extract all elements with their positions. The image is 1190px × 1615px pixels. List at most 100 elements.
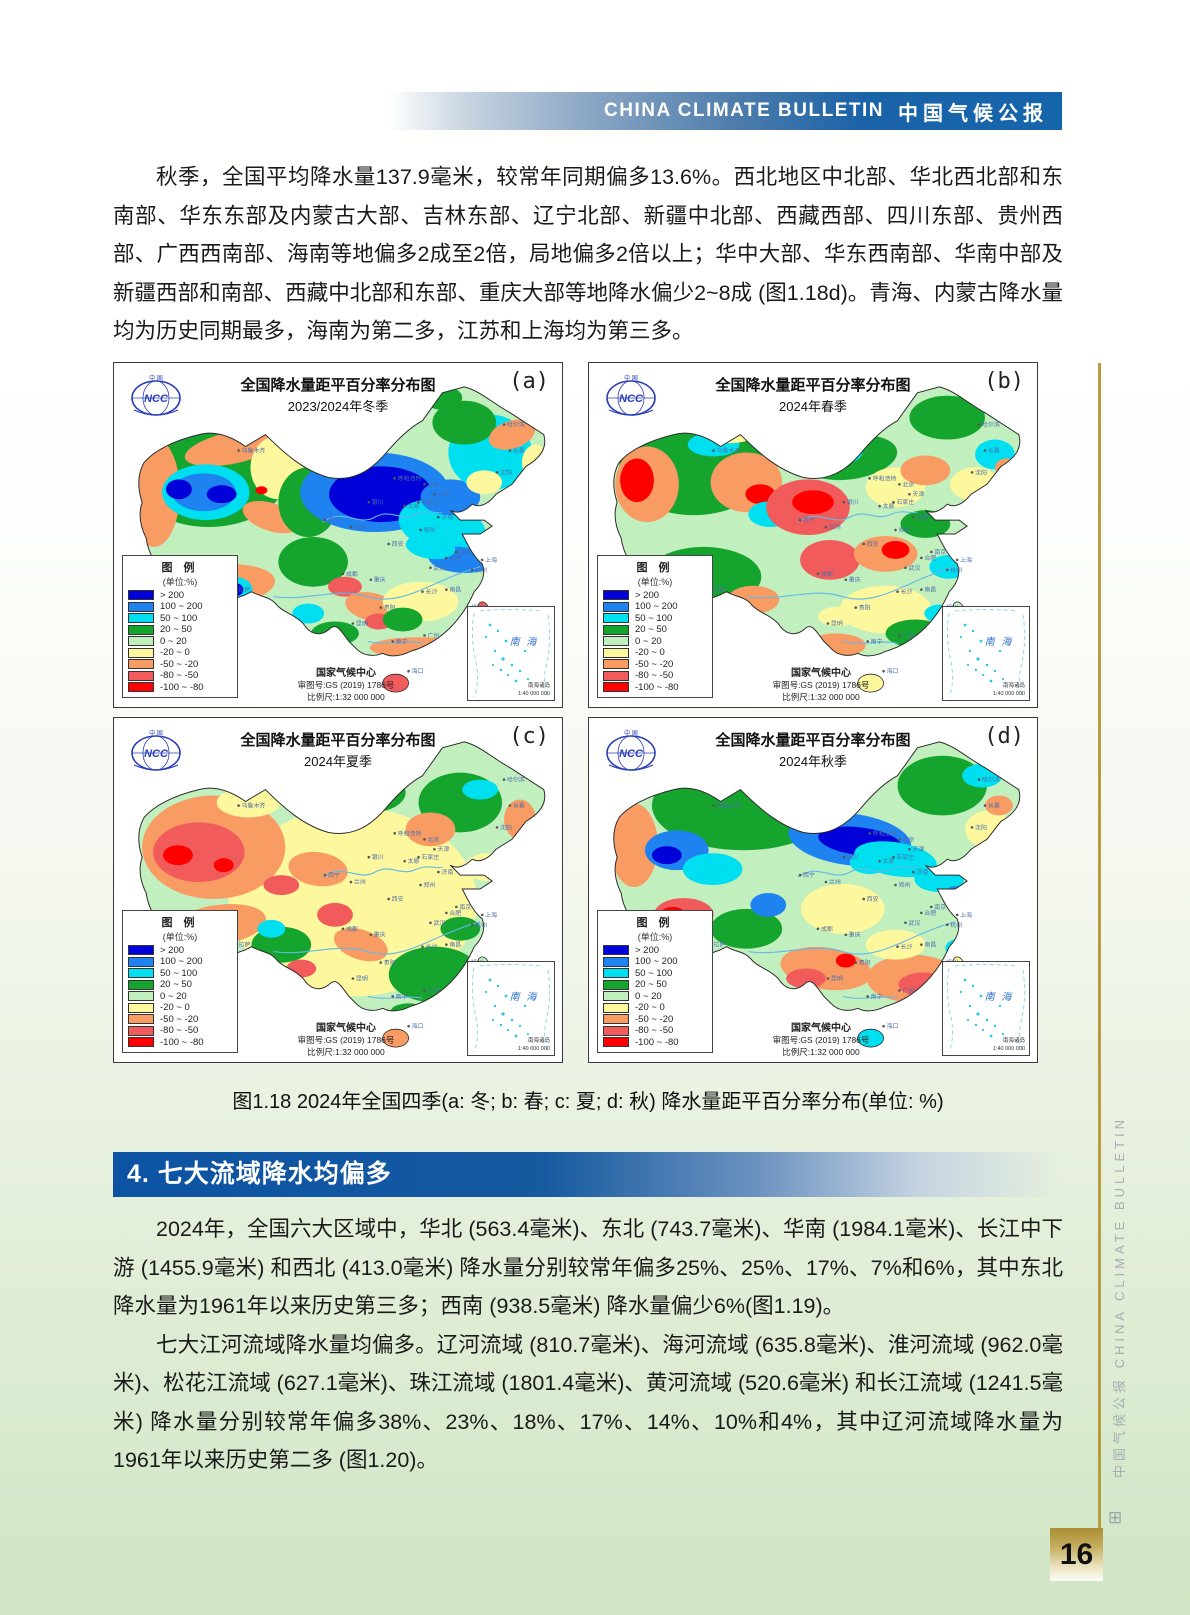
- legend-row: 0 ~ 20: [603, 636, 707, 648]
- legend-label: 0 ~ 20: [160, 990, 187, 1002]
- svg-text:长春: 长春: [988, 446, 1000, 454]
- legend-row: -80 ~ -50: [603, 670, 707, 682]
- legend-row: -20 ~ 0: [128, 647, 232, 659]
- legend-label: 100 ~ 200: [160, 956, 203, 968]
- legend-swatch: [603, 1025, 629, 1036]
- svg-text:南昌: 南昌: [924, 941, 936, 949]
- svg-text:海口: 海口: [412, 667, 424, 675]
- legend-row: 100 ~ 200: [603, 601, 707, 613]
- legend-swatch: [128, 624, 154, 635]
- legend-row: -100 ~ -80: [128, 1037, 232, 1049]
- svg-text:拉萨: 拉萨: [239, 586, 251, 594]
- svg-text:北京: 北京: [427, 480, 439, 488]
- svg-text:昆明: 昆明: [356, 620, 368, 627]
- ncc-logo-icon: 中 国 NCC: [131, 729, 181, 771]
- svg-text:太原: 太原: [883, 857, 895, 865]
- svg-text:1:40 000 000: 1:40 000 000: [993, 691, 1025, 697]
- svg-text:兰州: 兰州: [829, 523, 841, 531]
- legend-label: 20 ~ 50: [160, 624, 192, 636]
- legend-swatch: [128, 647, 154, 658]
- svg-text:西安: 西安: [392, 895, 404, 903]
- map-scale: 比例尺:1:32 000 000: [782, 692, 860, 702]
- legend-swatch: [128, 991, 154, 1002]
- svg-text:上海: 上海: [485, 556, 497, 564]
- legend-row: -20 ~ 0: [603, 647, 707, 659]
- legend-swatch: [603, 1037, 629, 1048]
- svg-text:北京: 北京: [427, 835, 439, 843]
- legend-swatch: [603, 613, 629, 624]
- figure-caption: 图1.18 2024年全国四季(a: 冬; b: 春; c: 夏; d: 秋) …: [232, 1091, 944, 1113]
- legend-row: > 200: [603, 590, 707, 602]
- legend-swatch: [128, 956, 154, 967]
- legend-swatch: [603, 1002, 629, 1013]
- legend-row: 0 ~ 20: [603, 991, 707, 1003]
- legend-label: 0 ~ 20: [635, 635, 662, 647]
- svg-text:贵阳: 贵阳: [384, 604, 396, 612]
- svg-text:乌鲁木齐: 乌鲁木齐: [717, 446, 741, 454]
- svg-text:贵阳: 贵阳: [859, 604, 871, 612]
- svg-text:沈阳: 沈阳: [500, 468, 512, 476]
- svg-text:NCC: NCC: [144, 393, 169, 405]
- svg-text:海口: 海口: [887, 1022, 899, 1030]
- map-legend: 图 例 (单位:%) > 200 100 ~ 200 50 ~ 100 20 ~ 50…: [597, 909, 713, 1053]
- south-china-sea-inset: 南 海 南海诸岛 1:40 000 000: [467, 606, 555, 701]
- legend-label: 50 ~ 100: [160, 967, 198, 979]
- svg-text:石家庄: 石家庄: [422, 853, 440, 861]
- legend-row: -100 ~ -80: [603, 682, 707, 694]
- svg-text:长沙: 长沙: [900, 588, 912, 596]
- legend-swatch: [128, 682, 154, 693]
- svg-text:成都: 成都: [821, 570, 833, 578]
- map-scale: 比例尺:1:32 000 000: [782, 1047, 860, 1057]
- map-approval-number: 审图号:GS (2019) 1786号: [297, 680, 395, 690]
- legend-label: 0 ~ 20: [635, 990, 662, 1002]
- svg-text:重庆: 重庆: [374, 576, 386, 584]
- svg-text:沈阳: 沈阳: [500, 823, 512, 831]
- map-legend: 图 例 (单位:%) > 200 100 ~ 200 50 ~ 100 20 ~ 50…: [122, 554, 238, 698]
- legend-swatch: [603, 682, 629, 693]
- legend-row: 20 ~ 50: [128, 979, 232, 991]
- legend-swatch: [603, 670, 629, 681]
- svg-text:南 海: 南 海: [985, 991, 1014, 1003]
- svg-text:昆明: 昆明: [831, 975, 843, 982]
- svg-text:重庆: 重庆: [849, 576, 861, 584]
- map-subtitle: 2023/2024年冬季: [287, 399, 389, 414]
- svg-text:济南: 济南: [441, 513, 453, 521]
- svg-text:南昌: 南昌: [449, 586, 461, 594]
- legend-unit: (单位:%): [637, 576, 673, 587]
- svg-text:西安: 西安: [867, 895, 879, 903]
- svg-text:南京: 南京: [934, 548, 946, 556]
- legend-unit: (单位:%): [162, 576, 198, 587]
- svg-text:南 海: 南 海: [510, 636, 539, 648]
- legend-swatch: [603, 956, 629, 967]
- svg-text:乌鲁木齐: 乌鲁木齐: [242, 801, 266, 809]
- svg-text:广州: 广州: [902, 631, 914, 639]
- svg-text:南京: 南京: [459, 903, 471, 911]
- map-panel-c: 乌鲁木齐 哈尔滨 长春 沈阳 北京 天津 呼和浩特 石家庄 太原 银川 济南 郑州 西安 兰州 西宁 成都 重庆…: [113, 717, 563, 1063]
- legend-label: -20 ~ 0: [635, 647, 665, 659]
- ncc-logo-icon: 中 国 NCC: [131, 374, 181, 416]
- svg-text:南海诸岛: 南海诸岛: [528, 681, 551, 689]
- legend-row: -20 ~ 0: [128, 1002, 232, 1014]
- svg-text:哈尔滨: 哈尔滨: [507, 776, 525, 784]
- legend-row: 100 ~ 200: [128, 956, 232, 968]
- legend-swatch: [603, 624, 629, 635]
- legend-label: 20 ~ 50: [635, 624, 667, 636]
- legend-swatch: [128, 979, 154, 990]
- svg-text:北京: 北京: [902, 835, 914, 843]
- legend-swatch: [128, 1037, 154, 1048]
- legend-row: 50 ~ 100: [128, 613, 232, 625]
- svg-text:西宁: 西宁: [803, 871, 815, 879]
- svg-text:南昌: 南昌: [449, 941, 461, 949]
- svg-text:南海诸岛: 南海诸岛: [528, 1036, 551, 1044]
- legend-label: -50 ~ -20: [160, 658, 199, 670]
- south-china-sea-inset: 南 海 南海诸岛 1:40 000 000: [942, 606, 1030, 701]
- map-title: 全国降水量距平百分率分布图: [240, 377, 436, 394]
- legend-row: 20 ~ 50: [603, 979, 707, 991]
- legend-row: -80 ~ -50: [128, 670, 232, 682]
- svg-text:长春: 长春: [513, 446, 525, 454]
- legend-swatch: [603, 636, 629, 647]
- legend-swatch: [128, 1014, 154, 1025]
- svg-text:南宁: 南宁: [396, 637, 408, 645]
- legend-row: > 200: [603, 945, 707, 957]
